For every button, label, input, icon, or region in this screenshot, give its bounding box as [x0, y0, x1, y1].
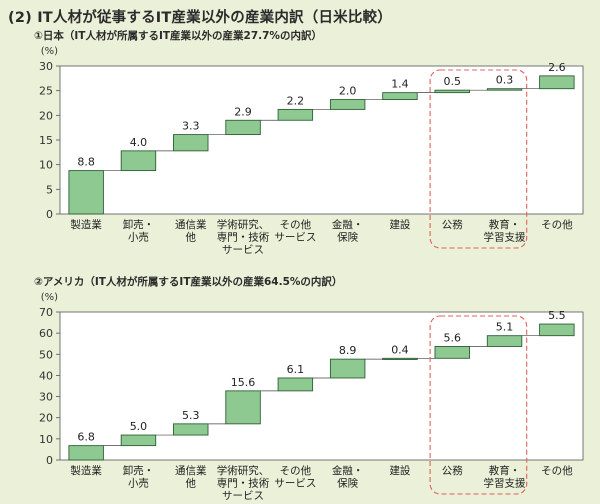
category-label: 公務 [442, 464, 463, 477]
bar-usa [539, 323, 575, 337]
data-label: 0.5 [444, 75, 462, 88]
y-tick-label: 25 [39, 85, 53, 98]
bar-japan [382, 92, 418, 100]
y-tick-label: 0 [46, 454, 53, 467]
y-tick-label: 50 [39, 348, 53, 361]
data-label: 3.3 [182, 120, 200, 133]
data-label: 5.5 [548, 309, 566, 322]
y-tick-label: 70 [39, 306, 53, 319]
bar-japan [486, 88, 523, 91]
data-label: 2.6 [548, 61, 566, 74]
data-label: 15.6 [231, 376, 256, 389]
bar-japan [173, 134, 209, 152]
bar-usa [329, 358, 366, 379]
data-label: 2.0 [339, 85, 357, 98]
y-tick-label: 20 [39, 412, 53, 425]
data-label: 6.1 [287, 363, 305, 376]
data-label: 6.8 [77, 431, 95, 444]
data-label: 1.4 [391, 78, 409, 91]
y-tick-label: 30 [39, 391, 53, 404]
category-label: 建設 [389, 218, 410, 231]
bar-usa [68, 445, 104, 461]
category-label: 製造業 [70, 218, 102, 231]
category-label: 製造業 [70, 464, 102, 477]
category-label: その他 [541, 464, 573, 477]
category-label: 学術研究、専門・技術サービス [217, 218, 270, 256]
y-tick-label: 10 [39, 433, 53, 446]
y-tick-label: 40 [39, 369, 53, 382]
data-label: 8.8 [77, 156, 95, 169]
y-tick-label: 10 [39, 159, 53, 172]
category-label: その他サービス [274, 464, 316, 490]
category-label: 通信業他 [175, 218, 207, 244]
category-label: その他サービス [274, 218, 316, 244]
data-label: 5.3 [182, 409, 200, 422]
data-label: 2.2 [287, 94, 305, 107]
y-tick-label: 15 [39, 134, 53, 147]
category-label: 建設 [389, 464, 410, 477]
category-label: 金融・保険 [332, 218, 364, 244]
bar-japan [68, 170, 104, 215]
page-title: (2) IT人材が従事するIT産業以外の産業内訳（日米比較） [8, 10, 392, 26]
bar-japan [277, 108, 314, 121]
bar-usa [225, 390, 261, 425]
data-label: 5.6 [444, 331, 462, 344]
bar-usa [277, 377, 314, 392]
category-label: 金融・保険 [332, 464, 364, 490]
category-label: 学術研究、専門・技術サービス [217, 464, 270, 502]
data-label: 5.0 [130, 420, 148, 433]
y-tick-label: 0 [46, 208, 53, 221]
data-label: 8.9 [339, 344, 357, 357]
category-label: その他 [541, 218, 573, 231]
plot-area-japan [59, 65, 584, 215]
bar-usa [434, 346, 470, 359]
data-label: 0.3 [496, 74, 514, 87]
bar-usa [120, 434, 157, 447]
bar-japan [329, 99, 366, 110]
highlight-box-usa [429, 315, 528, 495]
bar-usa [173, 423, 209, 436]
category-label: 卸売・小売 [123, 464, 155, 490]
y-tick-label: 30 [39, 60, 53, 73]
category-label: 卸売・小売 [123, 218, 155, 244]
y-tick-label: 60 [39, 327, 53, 340]
data-label: 5.1 [496, 321, 514, 334]
bar-japan [539, 75, 575, 90]
bar-usa [486, 335, 523, 347]
chart-title-usa: ②アメリカ（IT人材が所属するIT産業以外の産業64.5%の内訳） [34, 276, 343, 288]
y-axis-unit-japan: (%) [41, 46, 58, 57]
bar-japan [120, 150, 157, 172]
highlight-box-japan [429, 69, 528, 249]
bar-japan [225, 119, 261, 136]
bar-japan [434, 89, 470, 94]
chart-title-japan: ①日本（IT人材が所属するIT産業以外の産業27.7%の内訳） [34, 30, 322, 42]
data-label: 0.4 [391, 343, 409, 356]
data-label: 2.9 [234, 105, 252, 118]
y-axis-unit-usa: (%) [41, 292, 58, 303]
data-label: 4.0 [130, 136, 148, 149]
category-label: 教育・学習支援 [484, 464, 526, 490]
y-tick-label: 20 [39, 109, 53, 122]
category-label: 公務 [442, 218, 463, 231]
category-label: 教育・学習支援 [484, 218, 526, 244]
bar-usa [382, 357, 418, 360]
y-tick-label: 5 [46, 183, 53, 196]
category-label: 通信業他 [175, 464, 207, 490]
